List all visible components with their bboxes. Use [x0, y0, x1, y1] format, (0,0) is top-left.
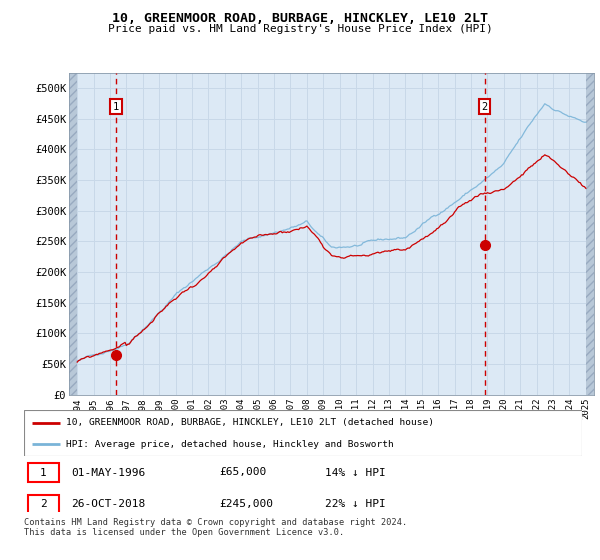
Bar [28, 495, 59, 514]
Text: HPI: Average price, detached house, Hinckley and Bosworth: HPI: Average price, detached house, Hinc… [66, 440, 394, 449]
Text: 10, GREENMOOR ROAD, BURBAGE, HINCKLEY, LE10 2LT: 10, GREENMOOR ROAD, BURBAGE, HINCKLEY, L… [112, 12, 488, 25]
Text: 1: 1 [40, 468, 47, 478]
Text: Contains HM Land Registry data © Crown copyright and database right 2024.
This d: Contains HM Land Registry data © Crown c… [24, 518, 407, 538]
Text: 14% ↓ HPI: 14% ↓ HPI [325, 468, 386, 478]
Text: £245,000: £245,000 [220, 500, 273, 510]
Bar [69, 73, 77, 395]
Text: 10, GREENMOOR ROAD, BURBAGE, HINCKLEY, LE10 2LT (detached house): 10, GREENMOOR ROAD, BURBAGE, HINCKLEY, L… [66, 418, 434, 427]
Text: 1: 1 [113, 101, 119, 111]
Bar [586, 73, 594, 395]
Text: 22% ↓ HPI: 22% ↓ HPI [325, 500, 386, 510]
Text: Price paid vs. HM Land Registry's House Price Index (HPI): Price paid vs. HM Land Registry's House … [107, 24, 493, 34]
Text: 2: 2 [481, 101, 488, 111]
Text: 26-OCT-2018: 26-OCT-2018 [71, 500, 146, 510]
Text: 2: 2 [40, 500, 47, 510]
Text: 01-MAY-1996: 01-MAY-1996 [71, 468, 146, 478]
Bar [28, 463, 59, 482]
Text: £65,000: £65,000 [220, 468, 266, 478]
